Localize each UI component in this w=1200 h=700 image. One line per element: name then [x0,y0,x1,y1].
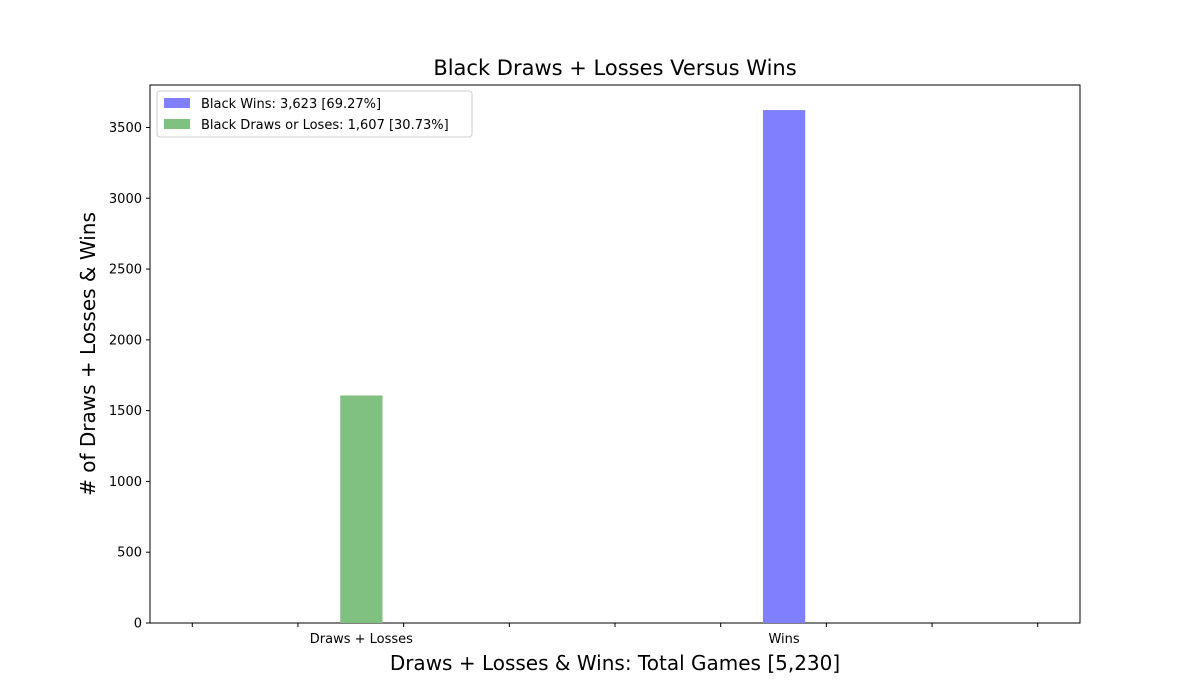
x-axis-label: Draws + Losses & Wins: Total Games [5,23… [390,651,840,675]
chart-title: Black Draws + Losses Versus Wins [433,56,796,80]
y-tick-label: 0 [134,617,142,632]
legend: Black Wins: 3,623 [69.27%] Black Draws o… [156,90,473,138]
y-tick-label: 1000 [109,475,142,490]
x-tick-label: Draws + Losses [310,632,413,647]
bars-layer [340,110,806,624]
legend-swatch-black-wins [164,98,190,108]
y-tick-label: 2500 [109,263,142,278]
y-tick-label: 3000 [109,192,142,207]
y-axis-label: # of Draws + Losses & Wins [76,212,100,496]
plot-area [149,84,1081,624]
y-tick-label: 500 [117,546,142,561]
bar-draws-losses [340,395,383,623]
legend-label-black-wins: Black Wins: 3,623 [69.27%] [201,97,381,112]
y-tick-label: 2000 [109,333,142,348]
legend-swatch-black-draws-or-loses [164,119,190,129]
y-tick-label: 1500 [109,404,142,419]
legend-box [156,90,473,138]
y-tick-label: 3500 [109,121,142,136]
bar-wins [762,110,806,624]
legend-label-black-draws-or-loses: Black Draws or Loses: 1,607 [30.73%] [201,118,449,133]
x-tick-label: Wins [768,632,799,647]
y-axis: 0 500 1000 1500 2000 2500 3000 3500 [109,121,150,632]
x-axis: Draws + Losses Wins [191,623,1039,647]
